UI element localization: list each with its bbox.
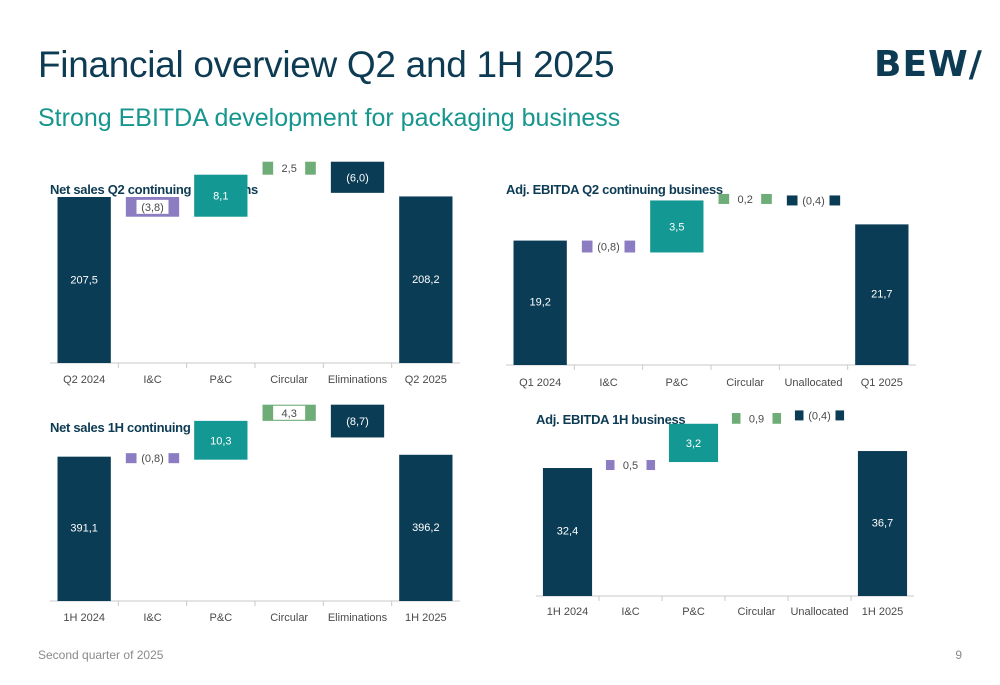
value-label-bg: [136, 451, 169, 466]
category-label-iandc: I&C: [621, 606, 639, 618]
value-label-1h-2025: 36,7: [872, 517, 893, 529]
category-label-circular: Circular: [270, 612, 308, 624]
value-label-circular: 0,9: [749, 413, 764, 425]
bar-q1-2024: [513, 240, 567, 365]
category-label-q1-2025: Q1 2025: [861, 377, 903, 389]
chart-title: Adj. EBITDA 1H business: [536, 412, 685, 427]
value-label-circular: 0,2: [738, 194, 753, 206]
value-label-bg: [729, 191, 762, 206]
bar-q1-2025: [855, 224, 909, 365]
category-label-1h-2024: 1H 2024: [63, 612, 105, 624]
bar-eliminations: [330, 404, 385, 438]
page-subtitle: Strong EBITDA development for packaging …: [38, 104, 621, 132]
value-label-pandc: 3,2: [686, 438, 701, 450]
category-label-q1-2024: Q1 2024: [519, 377, 561, 389]
category-label-q2-2024: Q2 2024: [63, 374, 105, 386]
category-label-pandc: P&C: [666, 377, 689, 389]
value-label-q2-2025: 208,2: [412, 274, 440, 286]
bar-1h-2024: [542, 468, 593, 596]
category-label-unallocated: Unallocated: [790, 606, 848, 618]
category-label-1h-2025: 1H 2025: [862, 606, 904, 618]
value-label-bg: [803, 408, 836, 423]
category-label-pandc: P&C: [682, 606, 705, 618]
value-label-unallocated: (0,4): [802, 195, 825, 207]
category-label-pandc: P&C: [210, 612, 233, 624]
value-label-pandc: 10,3: [210, 435, 231, 447]
bar-pandc: [194, 174, 248, 217]
bar-1h-2025: [857, 451, 908, 596]
category-label-q2-2025: Q2 2025: [405, 374, 447, 386]
category-label-1h-2025: 1H 2025: [405, 612, 447, 624]
chart-title: Adj. EBITDA Q2 continuing business: [506, 182, 723, 197]
bar-1h-2025: [399, 454, 453, 601]
category-label-unallocated: Unallocated: [784, 377, 842, 389]
value-label-bg: [614, 458, 647, 473]
category-label-eliminations: Eliminations: [328, 612, 388, 624]
value-label-pandc: 8,1: [213, 191, 228, 203]
value-label-eliminations: (6,0): [346, 172, 369, 184]
category-label-circular: Circular: [738, 606, 776, 618]
value-label-pandc: 3,5: [669, 221, 684, 233]
value-label-unallocated: (0,4): [808, 410, 831, 422]
page-title: Financial overview Q2 and 1H 2025: [38, 44, 615, 85]
chart-adj-ebitda-1h: Adj. EBITDA 1H business 32,4 1H 2024 0,5 I&C…: [536, 408, 914, 618]
chart-net-sales-1h: Net sales 1H continuing business391,11H …: [50, 404, 460, 624]
bar-pandc: [194, 420, 248, 460]
value-label-bg: [273, 405, 306, 420]
value-label-q1-2024: 19,2: [529, 296, 550, 308]
value-label-iandc: (0,8): [141, 453, 164, 465]
value-label-q2-2024: 207,5: [70, 274, 98, 286]
category-label-pandc: P&C: [210, 374, 233, 386]
bar-pandc: [668, 423, 719, 463]
value-label-iandc: 0,5: [623, 460, 638, 472]
category-label-iandc: I&C: [599, 377, 617, 389]
value-label-circular: 2,5: [282, 163, 297, 175]
value-label-1h-2024: 32,4: [557, 526, 578, 538]
bar-1h-2024: [57, 456, 111, 601]
value-label-circular: 4,3: [282, 408, 297, 420]
bewi-logo: BEW/: [874, 44, 983, 85]
value-label-bg: [136, 199, 169, 214]
bar-q2-2025: [399, 196, 453, 363]
value-label-iandc: (3,8): [141, 202, 164, 214]
bar-eliminations: [330, 161, 385, 193]
value-label-bg: [592, 239, 625, 254]
category-label-circular: Circular: [726, 377, 764, 389]
footer-text: Second quarter of 2025: [38, 648, 164, 662]
value-label-1h-2024: 391,1: [70, 523, 98, 535]
value-label-bg: [740, 411, 773, 426]
value-label-1h-2025: 396,2: [412, 522, 440, 534]
page-number: 9: [955, 648, 962, 662]
category-label-1h-2024: 1H 2024: [547, 606, 589, 618]
value-label-eliminations: (8,7): [346, 416, 369, 428]
category-label-eliminations: Eliminations: [328, 374, 388, 386]
chart-adj-ebitda-q2: Adj. EBITDA Q2 continuing business 19,2 Q1…: [506, 182, 916, 389]
value-label-q1-2025: 21,7: [871, 289, 892, 301]
value-label-bg: [273, 161, 306, 176]
category-label-circular: Circular: [270, 374, 308, 386]
bar-pandc: [650, 200, 704, 253]
category-label-iandc: I&C: [143, 612, 161, 624]
category-label-iandc: I&C: [143, 374, 161, 386]
bar-q2-2024: [57, 197, 111, 363]
value-label-bg: [797, 193, 830, 208]
chart-net-sales-q2: Net sales Q2 continuing operations207,5Q…: [50, 161, 460, 386]
value-label-iandc: (0,8): [597, 242, 620, 254]
